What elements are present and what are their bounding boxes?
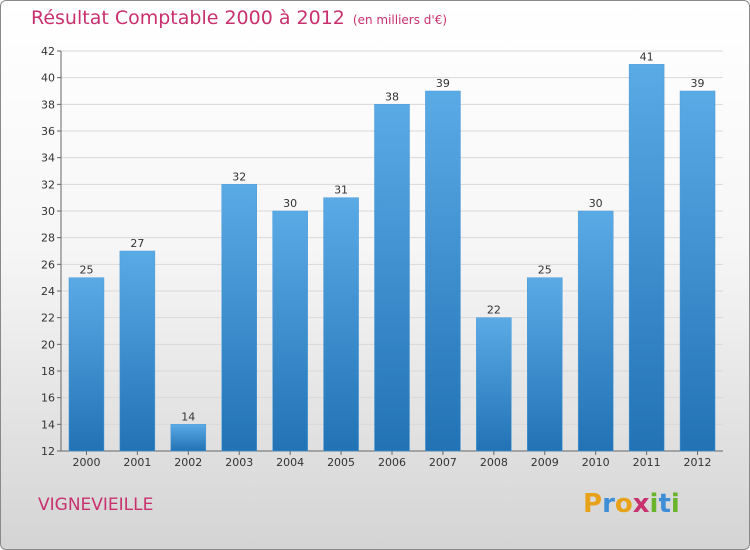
x-tick-label: 2010 <box>582 456 610 469</box>
bar-value-label: 22 <box>487 304 501 317</box>
y-tick-label: 30 <box>41 205 55 218</box>
x-tick-label: 2007 <box>429 456 457 469</box>
bar <box>374 104 410 452</box>
logo-letter: t <box>658 489 671 519</box>
y-tick-label: 26 <box>41 258 55 271</box>
bar-value-label: 25 <box>538 264 552 277</box>
x-tick-label: 2006 <box>378 456 406 469</box>
y-tick-label: 16 <box>41 392 55 405</box>
bar <box>68 277 105 452</box>
x-tick-label: 2005 <box>327 456 355 469</box>
y-tick-label: 12 <box>41 445 55 458</box>
logo-letter: P <box>583 489 603 519</box>
bar-value-label: 39 <box>436 77 450 90</box>
bar-value-label: 39 <box>691 77 705 90</box>
y-tick-label: 34 <box>41 152 55 165</box>
y-tick-label: 24 <box>41 285 55 298</box>
x-tick-label: 2002 <box>174 456 202 469</box>
logo-letter: i <box>649 489 659 519</box>
bar-value-label: 30 <box>589 197 603 210</box>
bar <box>476 317 512 452</box>
y-tick-label: 32 <box>41 178 55 191</box>
logo-letter: x <box>632 489 650 519</box>
location-name: VIGNEVIEILLE <box>38 495 154 515</box>
bar <box>679 90 716 452</box>
y-tick-label: 28 <box>41 232 55 245</box>
proxiti-logo[interactable]: Proxiti <box>583 489 680 519</box>
y-tick-label: 14 <box>41 418 55 431</box>
y-tick-label: 20 <box>41 338 55 351</box>
logo-letter: r <box>602 489 615 519</box>
bar <box>119 250 156 452</box>
x-tick-label: 2009 <box>531 456 559 469</box>
y-tick-label: 40 <box>41 72 55 85</box>
axes: 12 14 16 18 20 22 24 26 28 30 32 34 36 38 40 42 2000 2001… <box>41 45 723 469</box>
x-tick-label: 2003 <box>225 456 253 469</box>
chart-subtitle: (en milliers d'€) <box>352 13 448 27</box>
bar <box>221 184 257 452</box>
y-tick-label: 38 <box>41 98 55 111</box>
bar <box>272 210 308 452</box>
bar-value-label: 32 <box>232 170 246 183</box>
title-text: Résultat Comptable 2000 à 2012 <box>31 7 345 29</box>
y-tick-label: 22 <box>41 312 55 325</box>
bar <box>170 424 207 452</box>
bar-value-label: 14 <box>181 410 195 423</box>
logo-letter: i <box>670 489 680 519</box>
bar <box>577 210 614 452</box>
x-tick-label: 2008 <box>480 456 508 469</box>
y-tick-label: 42 <box>41 45 55 58</box>
y-tick-label: 36 <box>41 125 55 138</box>
bar-value-label: 30 <box>283 197 297 210</box>
x-tick-label: 2011 <box>633 456 661 469</box>
bars <box>68 64 716 452</box>
bar-value-label: 31 <box>334 184 348 197</box>
bar <box>323 197 359 452</box>
x-tick-label: 2012 <box>684 456 712 469</box>
bar-value-label: 41 <box>640 50 654 63</box>
bar <box>425 90 461 452</box>
bar-value-label: 27 <box>130 237 144 250</box>
logo-letter: o <box>614 489 633 519</box>
value-labels: 25 27 14 32 30 31 38 39 22 25 30 41 39 <box>79 50 704 423</box>
bar <box>628 64 665 452</box>
bar <box>527 277 563 452</box>
x-tick-label: 2004 <box>276 456 304 469</box>
x-tick-label: 2000 <box>72 456 100 469</box>
bar-value-label: 38 <box>385 90 399 103</box>
chart-title: Résultat Comptable 2000 à 2012 (en millie… <box>31 7 447 29</box>
bar-value-label: 25 <box>79 264 93 277</box>
y-tick-label: 18 <box>41 365 55 378</box>
x-tick-label: 2001 <box>123 456 151 469</box>
